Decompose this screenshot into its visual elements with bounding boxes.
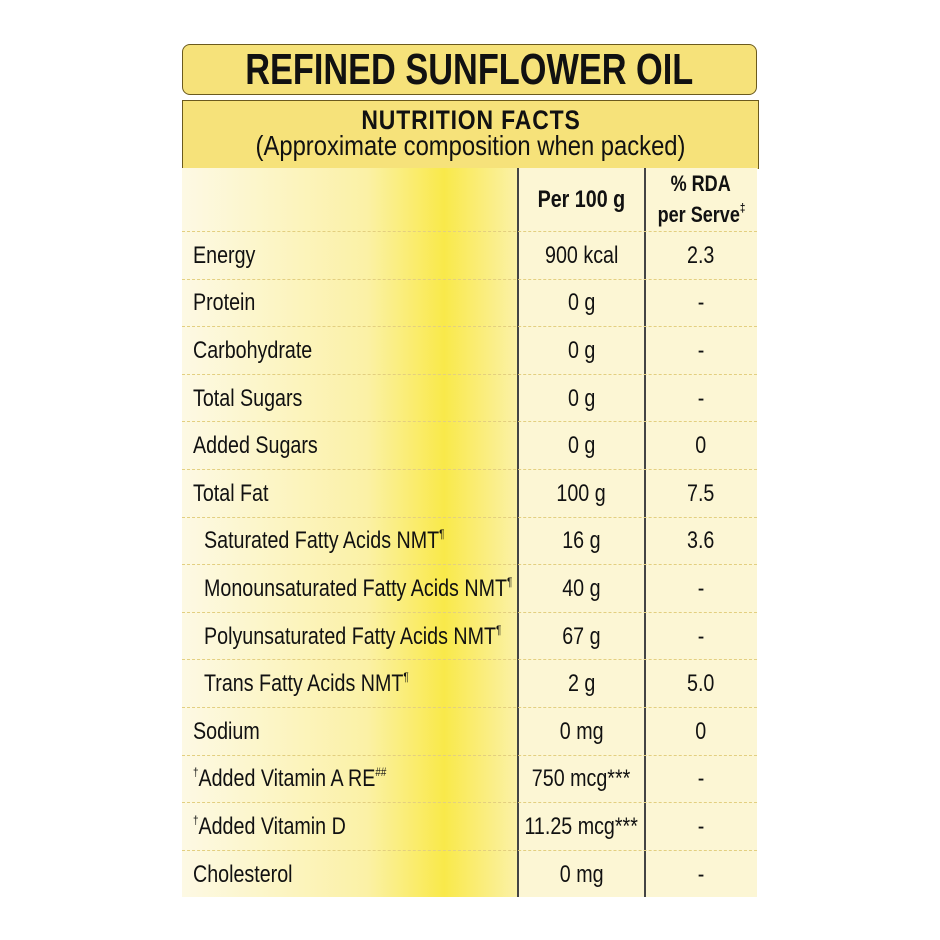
table-row: Added Sugars 0 g 0: [182, 421, 757, 470]
rda-footnote-mark: ‡: [739, 201, 745, 215]
row-footnote-mark: ##: [375, 765, 387, 780]
per-100g-header: Per 100 g: [537, 185, 626, 213]
rda-value: -: [697, 289, 705, 317]
per-100g-value: 0 g: [567, 289, 596, 317]
nutrient-name: Protein: [193, 289, 256, 317]
rda-value: -: [697, 765, 705, 793]
rda-value: 2.3: [687, 241, 715, 269]
per-100g-value: 0 g: [567, 384, 596, 412]
rda-value: -: [697, 336, 705, 364]
rda-value: 0: [695, 717, 707, 745]
table-row: Polyunsaturated Fatty Acids NMT¶ 67 g -: [182, 611, 757, 661]
per-100g-value: 750 mcg***: [532, 765, 631, 793]
rda-value: 0: [695, 432, 707, 460]
composition-note: (Approximate composition when packed): [255, 130, 686, 161]
per-100g-value: 16 g: [562, 527, 601, 555]
nutrition-facts-heading: NUTRITION FACTS: [360, 105, 581, 135]
nutrient-name: Saturated Fatty Acids NMT: [204, 527, 440, 555]
rda-value: -: [697, 812, 705, 840]
per-100g-value: 67 g: [562, 622, 601, 650]
rda-value: -: [697, 622, 705, 650]
table-row: Cholesterol 0 mg -: [182, 849, 757, 899]
row-footnote-mark: ¶: [403, 670, 409, 685]
nutrient-name: Added Vitamin A RE: [198, 765, 376, 793]
nutrient-name: Energy: [193, 241, 256, 269]
row-footnote-mark: ¶: [439, 527, 445, 542]
table-row: †Added Vitamin A RE## 750 mcg*** -: [182, 754, 757, 804]
table-row: Carbohydrate 0 g -: [182, 326, 757, 375]
rda-value: 3.6: [687, 527, 715, 555]
per-100g-value: 100 g: [556, 479, 607, 507]
nutrient-name: Monounsaturated Fatty Acids NMT: [204, 574, 507, 602]
nutrition-header: NUTRITION FACTS (Approximate composition…: [182, 100, 759, 169]
row-prefix-mark: †: [193, 765, 199, 780]
nutrition-table: Per 100 g % RDA per Serve‡ Energy 900 kc…: [182, 168, 757, 897]
rda-header-line1: % RDA: [670, 171, 732, 196]
rda-value: 5.0: [687, 670, 715, 698]
table-row: Monounsaturated Fatty Acids NMT¶ 40 g -: [182, 564, 757, 613]
nutrient-name: Total Fat: [193, 479, 269, 507]
nutrient-name: Cholesterol: [193, 860, 293, 888]
table-row: Protein 0 g -: [182, 278, 757, 328]
nutrient-name: Carbohydrate: [193, 336, 313, 364]
nutrient-name: Sodium: [193, 717, 260, 745]
row-footnote-mark: ¶: [506, 574, 513, 589]
per-100g-value: 0 g: [567, 336, 596, 364]
row-prefix-mark: †: [193, 812, 199, 827]
per-100g-value: 40 g: [562, 574, 601, 602]
table-row: Sodium 0 mg 0: [182, 707, 757, 756]
row-footnote-mark: ¶: [496, 622, 502, 637]
table-row: Energy 900 kcal 2.3: [182, 231, 757, 280]
per-100g-value: 0 g: [567, 432, 596, 460]
table-row: Saturated Fatty Acids NMT¶ 16 g 3.6: [182, 516, 757, 566]
nutrient-name: Trans Fatty Acids NMT: [204, 670, 404, 698]
rda-header-line2: per Serve: [657, 202, 740, 227]
rda-value: -: [697, 860, 705, 888]
rda-value: 7.5: [687, 479, 715, 507]
per-100g-value: 2 g: [567, 670, 596, 698]
column-headers: Per 100 g % RDA per Serve‡: [182, 168, 757, 231]
table-row: Trans Fatty Acids NMT¶ 2 g 5.0: [182, 659, 757, 708]
product-title: REFINED SUNFLOWER OIL: [182, 44, 757, 95]
rda-value: -: [697, 574, 705, 602]
nutrient-name: Added Vitamin D: [198, 812, 346, 840]
per-100g-value: 11.25 mcg***: [524, 812, 639, 840]
nutrient-name: Polyunsaturated Fatty Acids NMT: [204, 622, 497, 650]
rda-value: -: [697, 384, 705, 412]
nutrient-name: Added Sugars: [193, 432, 318, 460]
table-row: †Added Vitamin D 11.25 mcg*** -: [182, 802, 757, 851]
nutrient-name: Total Sugars: [193, 384, 303, 412]
table-row: Total Fat 100 g 7.5: [182, 469, 757, 518]
per-100g-value: 900 kcal: [544, 241, 619, 269]
per-100g-value: 0 mg: [559, 717, 604, 745]
table-row: Total Sugars 0 g -: [182, 373, 757, 423]
per-100g-value: 0 mg: [559, 860, 604, 888]
